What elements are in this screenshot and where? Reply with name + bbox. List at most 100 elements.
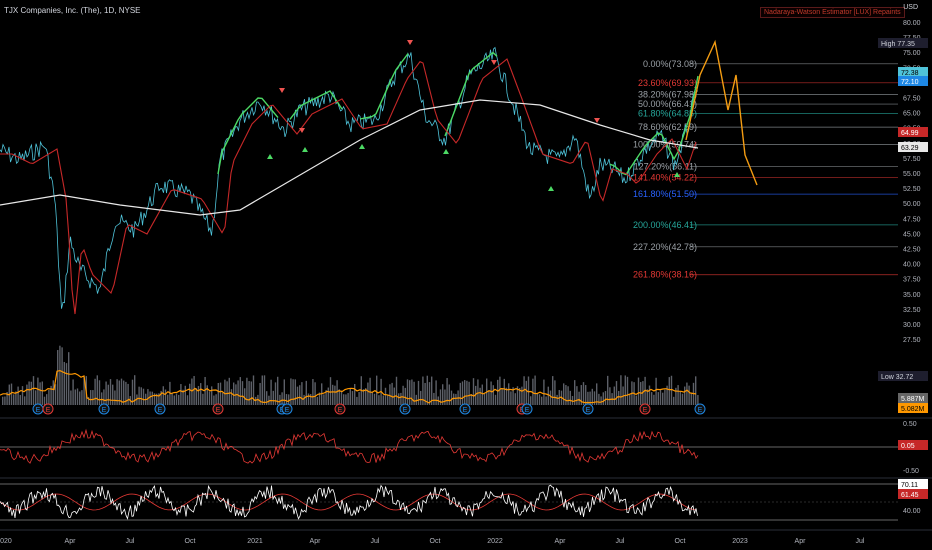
volume-bar bbox=[83, 376, 85, 405]
sell-marker-icon bbox=[279, 88, 285, 93]
volume-bar bbox=[191, 378, 193, 405]
time-tick: Oct bbox=[185, 538, 196, 545]
volume-bar bbox=[690, 392, 692, 405]
last-price-badge-2-bg bbox=[898, 76, 928, 86]
volume-bar bbox=[490, 381, 492, 405]
trend-segment bbox=[609, 75, 699, 176]
volume-bar bbox=[503, 378, 505, 405]
volume-bar bbox=[123, 380, 125, 405]
volume-bar bbox=[39, 382, 41, 405]
time-tick: Apr bbox=[65, 538, 77, 545]
last-price-badge-bg bbox=[898, 67, 928, 77]
volume-bar bbox=[488, 390, 490, 405]
price-tick: 32.50 bbox=[903, 307, 921, 314]
sell-marker-icon bbox=[299, 128, 305, 133]
buy-marker-icon bbox=[443, 149, 449, 154]
volume-bar bbox=[541, 396, 543, 405]
sell-marker-icon bbox=[594, 118, 600, 123]
volume-bar bbox=[512, 387, 514, 405]
osc2-signal-line bbox=[0, 493, 697, 511]
volume-bar bbox=[59, 345, 61, 405]
volume-bar bbox=[312, 379, 314, 405]
volume-bar bbox=[466, 380, 468, 405]
volume-bar bbox=[582, 382, 585, 405]
volume-bar bbox=[450, 390, 453, 405]
volume-bar bbox=[241, 381, 244, 405]
volume-bar bbox=[162, 386, 164, 405]
time-tick: 2022 bbox=[487, 538, 503, 545]
volume-bar bbox=[43, 396, 46, 405]
price-tick: 57.50 bbox=[903, 156, 921, 163]
chart-symbol-title[interactable]: TJX Companies, Inc. (The), 1D, NYSE bbox=[4, 6, 141, 15]
volume-bar bbox=[296, 386, 299, 405]
volume-bar bbox=[318, 392, 321, 405]
volume-bar bbox=[112, 384, 114, 405]
volume-bar bbox=[21, 386, 24, 405]
volume-bar bbox=[340, 390, 343, 405]
volume-bar bbox=[266, 391, 268, 405]
volume-bar bbox=[428, 382, 431, 405]
earnings-icon bbox=[521, 403, 533, 415]
volume-bar bbox=[453, 393, 455, 405]
volume-bar bbox=[367, 382, 369, 405]
volume-bar bbox=[422, 376, 424, 405]
buy-marker-icon bbox=[359, 144, 365, 149]
time-axis[interactable]: 2020 Apr Jul Oct 2021 Apr Jul Oct 2022 Apr Jul Oct 2… bbox=[0, 538, 865, 545]
volume-bar bbox=[406, 379, 409, 405]
volume-bar bbox=[10, 383, 13, 405]
volume-bar bbox=[213, 395, 215, 405]
volume-bar bbox=[116, 379, 118, 405]
volume-bar bbox=[310, 394, 312, 405]
volume-bar bbox=[156, 393, 158, 405]
last-price-badge: 72.38 bbox=[901, 70, 919, 77]
volume-bar bbox=[294, 379, 296, 405]
volume-bar bbox=[147, 389, 149, 405]
price-line bbox=[0, 46, 698, 309]
volume-bar bbox=[585, 385, 587, 405]
earnings-letter: E bbox=[586, 407, 591, 414]
volume-bar bbox=[499, 376, 501, 405]
volume-bar bbox=[272, 390, 274, 405]
earnings-icon bbox=[334, 403, 346, 415]
volume-bar bbox=[356, 396, 358, 405]
volume-bar bbox=[244, 388, 246, 405]
volume-bar bbox=[600, 396, 602, 405]
volume-bar bbox=[442, 384, 444, 405]
earnings-icon bbox=[154, 403, 166, 415]
volume-bar bbox=[316, 396, 318, 405]
trend-segment bbox=[359, 53, 409, 120]
volume-bar bbox=[382, 395, 384, 405]
volume-bar bbox=[345, 394, 347, 405]
indicator-tag[interactable]: Nadaraya-Watson Estimator [LUX] Repaints bbox=[760, 7, 905, 18]
volume-bar bbox=[563, 383, 565, 405]
price-tick: 80.00 bbox=[903, 20, 921, 27]
price-axis[interactable]: 80.0077.5075.0072.5070.0067.5065.0062.50… bbox=[878, 20, 928, 499]
trend-segment bbox=[217, 97, 279, 175]
earnings-letter: E bbox=[158, 407, 163, 414]
volume-bar bbox=[461, 381, 464, 405]
volume-bar bbox=[206, 385, 208, 405]
earnings-letter: E bbox=[525, 407, 530, 414]
volume-bar bbox=[387, 394, 389, 405]
buy-marker-icon bbox=[548, 186, 554, 191]
volume-bar bbox=[46, 394, 48, 405]
volume-bar bbox=[299, 385, 301, 405]
volume-bar bbox=[270, 379, 272, 405]
volume-bar bbox=[395, 376, 398, 405]
volume-bar bbox=[142, 388, 145, 405]
volume-bar bbox=[307, 393, 310, 405]
time-tick: Jul bbox=[371, 538, 380, 545]
volume-bar bbox=[538, 394, 541, 405]
volume-bar bbox=[50, 385, 52, 405]
ma-red-line bbox=[0, 58, 697, 315]
volume-bar bbox=[384, 387, 387, 405]
volume-bar bbox=[686, 382, 688, 405]
volume-bar bbox=[413, 381, 415, 405]
volume-bar bbox=[675, 387, 677, 405]
earnings-letter: E bbox=[285, 407, 290, 414]
volume-bar bbox=[323, 394, 325, 405]
fib-label: 227.20%(42.78) bbox=[633, 242, 697, 252]
volume-ma-badge: 5.082M bbox=[901, 406, 925, 413]
volume-bar bbox=[455, 393, 457, 405]
